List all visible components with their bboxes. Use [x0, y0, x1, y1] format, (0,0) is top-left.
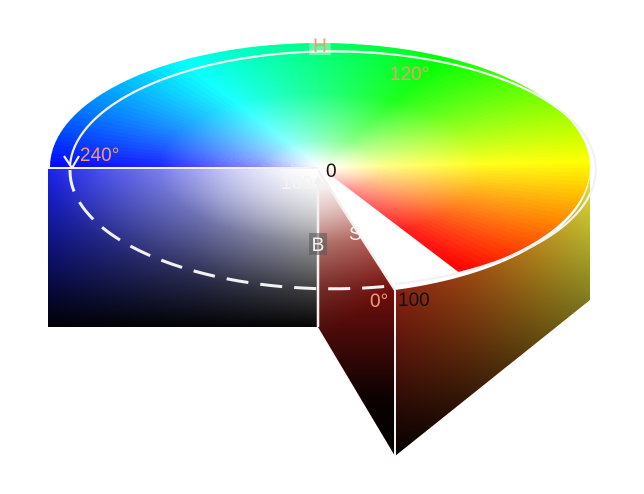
label-hue-0: 0°: [370, 291, 388, 312]
label-hue-240: 240°: [80, 145, 119, 166]
saturation-line: [316, 169, 397, 291]
label-hue-120: 120°: [390, 64, 429, 85]
label-saturation-100: 100: [398, 290, 430, 311]
guide-lines: [48, 50, 597, 456]
brightness-arrow-icon: [313, 176, 323, 184]
label-hue: H: [309, 36, 331, 57]
hue-arc-dashed: [68, 169, 391, 291]
svg-text:H: H: [313, 36, 327, 57]
label-center-zero: 0: [326, 161, 337, 182]
label-brightness-axis: B: [309, 233, 327, 256]
hue-arc-solid: [68, 50, 597, 286]
cylinder-outer-wall: [395, 170, 591, 456]
label-brightness-100: 100: [281, 173, 313, 194]
label-saturation-axis: S: [349, 224, 362, 245]
svg-text:B: B: [312, 235, 325, 256]
